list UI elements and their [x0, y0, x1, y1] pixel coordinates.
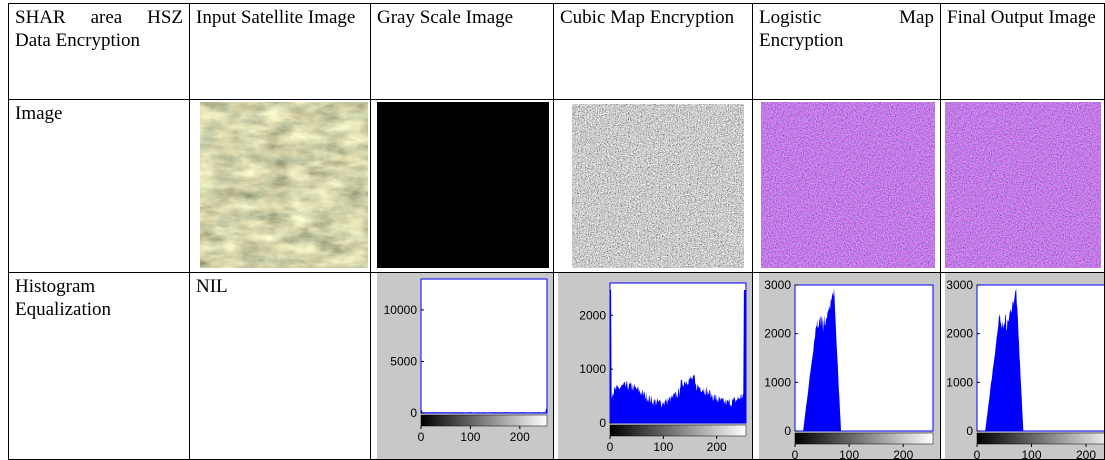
- final-image: [945, 102, 1101, 268]
- cell: [190, 100, 371, 273]
- image: [371, 100, 553, 272]
- x-tick-label: 200: [510, 430, 530, 444]
- cell: 0 1000 2000 3000 0 100 200: [753, 273, 941, 460]
- x-tick-label: 200: [1076, 448, 1096, 459]
- colorbar: [977, 433, 1104, 444]
- y-tick-label: 3000: [946, 278, 973, 292]
- histogram: 0 1000 2000 3000 0 100 200: [941, 273, 1104, 459]
- image: [190, 100, 370, 272]
- header-cell: SHAR area HSZ Data Encryption: [9, 4, 190, 100]
- axes: [421, 279, 547, 413]
- satellite-image: [200, 102, 368, 268]
- y-tick-label: 0: [410, 406, 417, 420]
- y-tick-label: 2000: [764, 327, 791, 341]
- x-tick-label: 0: [974, 448, 981, 459]
- y-tick-label: 1000: [579, 362, 606, 376]
- x-tick-label: 100: [653, 440, 673, 454]
- cell: 0 1000 2000 0 100 200: [554, 273, 753, 460]
- histogram: 0 1000 2000 3000 0 100 200: [753, 273, 940, 459]
- cell: 0 1000 2000 3000 0 100 200: [941, 273, 1105, 460]
- x-tick-label: 0: [607, 440, 614, 454]
- header-cell: Gray Scale Image: [371, 4, 554, 100]
- y-tick-label: 0: [784, 424, 791, 438]
- y-tick-label: 3000: [764, 278, 791, 292]
- cell: [371, 100, 554, 273]
- cell: [941, 100, 1105, 273]
- y-tick-label: 5000: [390, 354, 417, 368]
- cell: 0 5000 10000 0 100 200: [371, 273, 554, 460]
- colorbar: [421, 415, 547, 426]
- cell: NIL: [190, 273, 371, 460]
- image: [941, 100, 1104, 272]
- y-tick-label: 0: [966, 424, 973, 438]
- header-cell: Final Output Image: [941, 4, 1105, 100]
- y-tick-label: 1000: [764, 375, 791, 389]
- page: SHAR area HSZ Data Encryption Input Sate…: [0, 0, 1105, 459]
- gray-image: [377, 102, 549, 268]
- table: SHAR area HSZ Data Encryption Input Sate…: [8, 3, 1105, 460]
- histogram: 0 1000 2000 0 100 200: [554, 273, 752, 459]
- x-tick-label: 0: [792, 448, 799, 459]
- image: [753, 100, 940, 272]
- y-tick-label: 10000: [384, 303, 418, 317]
- y-tick-label: 0: [599, 416, 606, 430]
- header-cell: Input Satellite Image: [190, 4, 371, 100]
- x-tick-label: 200: [707, 440, 727, 454]
- y-tick-label: 2000: [579, 308, 606, 322]
- cell: [554, 100, 753, 273]
- x-tick-label: 100: [1021, 448, 1041, 459]
- x-tick-label: 0: [418, 430, 425, 444]
- x-tick-label: 100: [839, 448, 859, 459]
- cubic-image: [572, 104, 744, 268]
- colorbar: [610, 425, 746, 436]
- row-label: Image: [9, 100, 190, 273]
- image: [554, 100, 752, 272]
- y-tick-label: 2000: [946, 327, 973, 341]
- logistic-image: [761, 102, 935, 268]
- colorbar: [795, 433, 933, 444]
- header-cell: Cubic Map Encryption: [554, 4, 753, 100]
- cell: [753, 100, 941, 273]
- y-tick-label: 1000: [946, 375, 973, 389]
- x-tick-label: 200: [893, 448, 913, 459]
- header-cell: Logistic Map Encryption: [753, 4, 941, 100]
- x-tick-label: 100: [460, 430, 480, 444]
- histogram: 0 5000 10000 0 100 200: [371, 273, 553, 459]
- row-label: Histogram Equalization: [9, 273, 190, 460]
